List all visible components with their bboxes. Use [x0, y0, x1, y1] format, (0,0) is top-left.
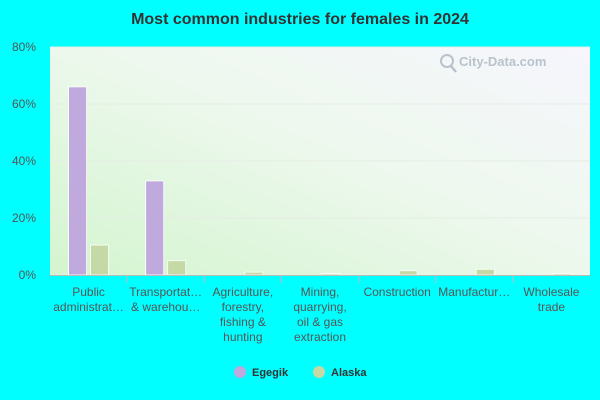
bar-alaska	[321, 273, 341, 276]
legend: Egegik Alaska	[234, 366, 367, 379]
gridlines	[50, 46, 590, 219]
legend-swatch	[313, 366, 325, 378]
bar-alaska	[398, 270, 418, 276]
x-tick-label: Public administrat…	[53, 285, 124, 314]
legend-label: Egegik	[252, 367, 289, 379]
y-tick-label: 80%	[12, 40, 36, 54]
x-tick-label: Wholesale trade	[523, 285, 579, 314]
x-tick-label: Transportat… & warehou…	[129, 285, 202, 314]
y-tick-label: 40%	[12, 154, 36, 168]
y-axis: 0% 20% 40% 60% 80%	[12, 40, 36, 282]
bar-egegik	[145, 180, 165, 276]
watermark: City-Data.com	[440, 54, 546, 73]
legend-swatch	[234, 366, 246, 378]
watermark-text: City-Data.com	[459, 54, 546, 69]
x-tick-label: Agriculture, forestry, fishing & hunting	[213, 285, 274, 344]
bar-alaska	[475, 268, 495, 276]
x-tick-label: Mining, quarrying, oil & gas extraction	[293, 285, 346, 344]
legend-label: Alaska	[331, 367, 367, 379]
y-tick-label: 20%	[12, 211, 36, 225]
y-tick-label: 60%	[12, 97, 36, 111]
bar-egegik	[68, 86, 87, 276]
bar-alaska	[244, 271, 264, 276]
x-tick-label: Construction	[363, 285, 430, 299]
chart-title: Most common industries for females in 20…	[131, 11, 469, 28]
x-tick-label: Manufactur…	[438, 285, 510, 299]
search-icon	[440, 54, 457, 73]
bar-alaska	[90, 244, 109, 276]
y-tick-label: 0%	[19, 268, 37, 282]
bar-alaska	[553, 273, 572, 276]
bar-alaska	[167, 260, 187, 276]
x-axis: Public administrat…Transportat… & warehou……	[53, 275, 580, 344]
